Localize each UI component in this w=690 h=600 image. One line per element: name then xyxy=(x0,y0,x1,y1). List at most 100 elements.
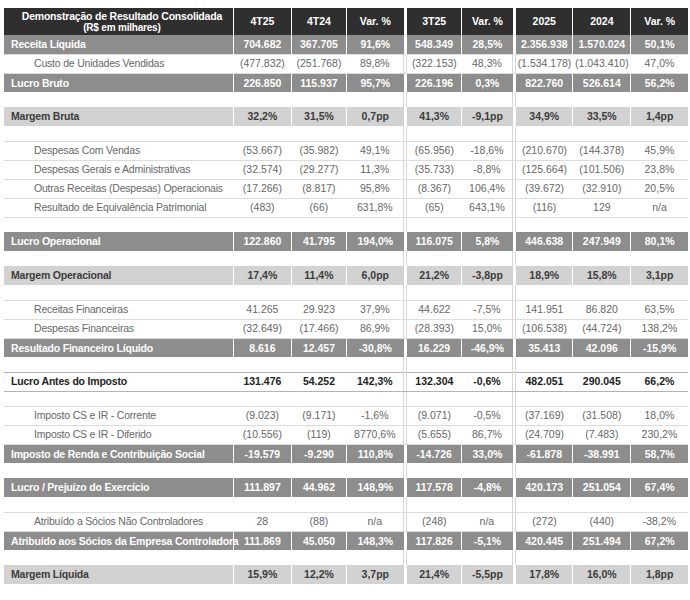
cell-value xyxy=(407,463,462,478)
row-label: Receitas Financeiras xyxy=(4,300,233,319)
cell-value: -5,1% xyxy=(462,531,513,550)
cell-value: n/a xyxy=(631,198,688,217)
cell-value xyxy=(631,251,688,266)
cell-value: 67,2% xyxy=(631,531,688,550)
cell-value: -19.579 xyxy=(233,444,291,463)
spacer-row xyxy=(4,550,688,565)
row-label: Despesas Com Vendas xyxy=(4,141,233,160)
cell-value: 115.937 xyxy=(291,73,346,92)
row-label: Resultado Financeiro Líquido xyxy=(4,338,233,357)
row-label xyxy=(4,463,233,478)
table-row: Resultado de Equivalência Patrimonial(48… xyxy=(4,198,688,217)
cell-value: 0,7pp xyxy=(346,107,403,126)
cell-value: 47,0% xyxy=(631,54,688,73)
cell-value: 110,8% xyxy=(346,444,403,463)
cell-value: 446.638 xyxy=(516,232,573,251)
cell-value xyxy=(233,217,291,232)
column-header-4t25: 4T25 xyxy=(233,8,291,35)
cell-value: 251.054 xyxy=(573,478,631,497)
cell-value: 106,4% xyxy=(462,179,513,198)
cell-value xyxy=(631,217,688,232)
cell-value: 17,4% xyxy=(233,266,291,285)
cell-value: 0,3% xyxy=(462,73,513,92)
cell-value: (483) xyxy=(233,198,291,217)
cell-value: (116) xyxy=(516,198,573,217)
cell-value xyxy=(407,126,462,141)
cell-value xyxy=(516,550,573,565)
spacer-row xyxy=(4,391,688,406)
cell-value xyxy=(573,357,631,372)
cell-value xyxy=(233,497,291,512)
cell-value: -30,8% xyxy=(346,338,403,357)
column-header-2024: 2024 xyxy=(573,8,631,35)
cell-value: 16,0% xyxy=(573,565,631,584)
cell-value: 23,8% xyxy=(631,160,688,179)
cell-value: 41.795 xyxy=(291,232,346,251)
cell-value: 37,9% xyxy=(346,300,403,319)
cell-value: 56,2% xyxy=(631,73,688,92)
cell-value xyxy=(291,92,346,107)
cell-value xyxy=(516,92,573,107)
cell-value: 15,8% xyxy=(573,266,631,285)
table-subtitle: (R$ em milhares) xyxy=(11,22,233,33)
cell-value xyxy=(462,251,513,266)
row-label: Outras Receitas (Despesas) Operacionais xyxy=(4,179,233,198)
income-statement: Demonstração de Resultado Consolidada (R… xyxy=(0,0,690,584)
cell-value: (17.466) xyxy=(291,319,346,338)
table-row: Resultado Financeiro Líquido8.61612.457-… xyxy=(4,338,688,357)
cell-value xyxy=(291,463,346,478)
cell-value: (35.982) xyxy=(291,141,346,160)
table-row: Imposto CS e IR - Diferido(10.556)(119)8… xyxy=(4,425,688,444)
cell-value: 116.075 xyxy=(407,232,462,251)
cell-value: (477.832) xyxy=(233,54,291,73)
table-body: Receita Líquida704.682367.70591,6%548.34… xyxy=(4,35,688,584)
cell-value: -38,2% xyxy=(631,512,688,531)
cell-value xyxy=(346,217,403,232)
cell-value xyxy=(233,550,291,565)
cell-value xyxy=(462,550,513,565)
table-row: Atribuído aos Sócios da Empresa Controla… xyxy=(4,531,688,550)
cell-value xyxy=(291,391,346,406)
cell-value xyxy=(516,285,573,300)
cell-value: (44.724) xyxy=(573,319,631,338)
cell-value xyxy=(631,126,688,141)
cell-value xyxy=(573,126,631,141)
row-label: Atribuído a Sócios Não Controladores xyxy=(4,512,233,531)
cell-value: (7.483) xyxy=(573,425,631,444)
cell-value: 148,9% xyxy=(346,478,403,497)
table-title-cell: Demonstração de Resultado Consolidada (R… xyxy=(4,8,233,35)
cell-value: 18,0% xyxy=(631,406,688,425)
cell-value xyxy=(407,285,462,300)
cell-value xyxy=(346,126,403,141)
row-label: Margem Bruta xyxy=(4,107,233,126)
cell-value: 290.045 xyxy=(573,372,631,391)
cell-value: (8.367) xyxy=(407,179,462,198)
cell-value: 34,9% xyxy=(516,107,573,126)
table-row: Margem Bruta32,2%31,5%0,7pp41,3%-9,1pp34… xyxy=(4,107,688,126)
cell-value: 1,4pp xyxy=(631,107,688,126)
table-row: Receitas Financeiras41.26529.92337,9%44.… xyxy=(4,300,688,319)
row-label xyxy=(4,126,233,141)
cell-value: 3,7pp xyxy=(346,565,403,584)
cell-value: (65.956) xyxy=(407,141,462,160)
cell-value: 226.850 xyxy=(233,73,291,92)
cell-value: 11,4% xyxy=(291,266,346,285)
cell-value: 42.096 xyxy=(573,338,631,357)
cell-value: 17,8% xyxy=(516,565,573,584)
cell-value: 89,8% xyxy=(346,54,403,73)
spacer-row xyxy=(4,217,688,232)
row-label: Despesas Gerais e Administrativas xyxy=(4,160,233,179)
cell-value: (248) xyxy=(407,512,462,531)
cell-value: 29.923 xyxy=(291,300,346,319)
table-row: Lucro Bruto226.850115.93795,7%226.1960,3… xyxy=(4,73,688,92)
spacer-row xyxy=(4,463,688,478)
row-label: Margem Operacional xyxy=(4,266,233,285)
cell-value xyxy=(291,357,346,372)
cell-value: 33,5% xyxy=(573,107,631,126)
cell-value: 91,6% xyxy=(346,35,403,54)
cell-value xyxy=(407,357,462,372)
cell-value: 2.356.938 xyxy=(516,35,573,54)
cell-value: 251.494 xyxy=(573,531,631,550)
cell-value: 643,1% xyxy=(462,198,513,217)
cell-value xyxy=(631,285,688,300)
